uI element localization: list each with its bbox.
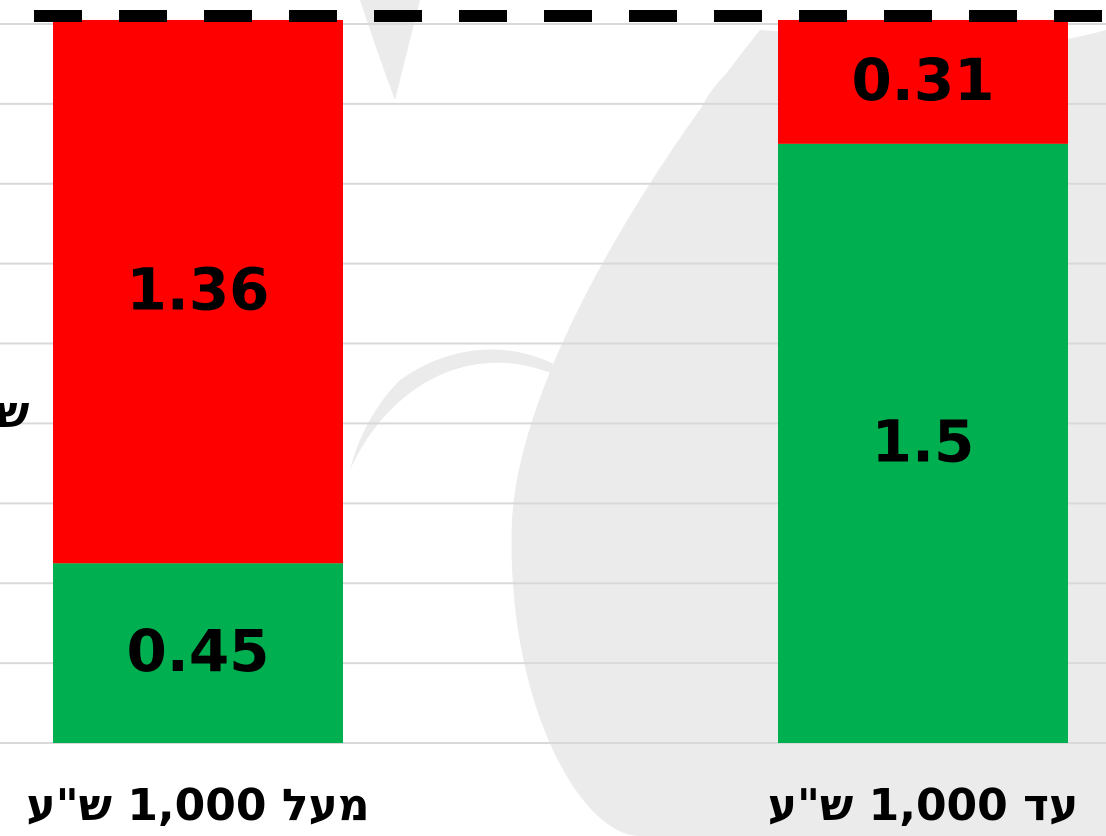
data-label: 0.31 (851, 46, 994, 114)
x-tick-label: מעל 1,000 ש"ע (26, 780, 369, 831)
x-tick-label: עד 1,000 ש"ע (768, 780, 1079, 831)
labels: 0.45 1.36 מעל 1,000 ש"ע 1.5 0.31 עד 1,000 ש"ע (26, 9, 1106, 831)
y-axis-label: ש (0, 387, 29, 438)
bars (53, 19, 1068, 743)
bar-segment (778, 19, 1068, 144)
bar-segment (778, 143, 1068, 743)
bar-segment (53, 563, 343, 743)
data-label: 1.36 (126, 256, 269, 324)
bar-segment (53, 19, 343, 564)
data-label: 1.5 (872, 408, 975, 476)
data-label: 0.45 (126, 617, 269, 685)
